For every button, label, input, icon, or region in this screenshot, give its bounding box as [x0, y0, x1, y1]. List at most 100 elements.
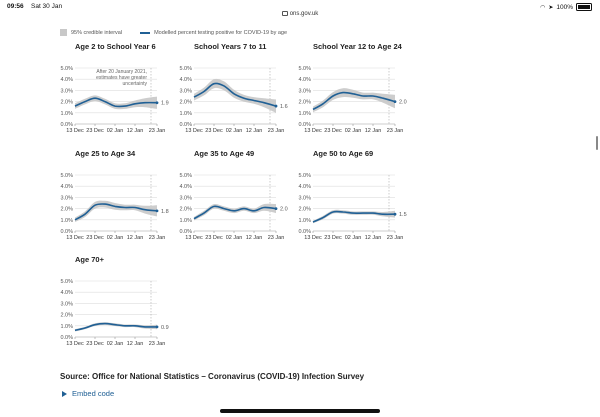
y-tick-label: 3.0%	[298, 88, 311, 94]
x-tick-label: 12 Jan	[365, 128, 382, 134]
x-tick-label: 23 Dec	[86, 128, 104, 134]
y-tick-label: 1.0%	[179, 111, 192, 117]
series-line	[193, 82, 277, 107]
end-value-label: 1.6	[280, 104, 288, 110]
series-line	[74, 322, 158, 332]
credible-interval-band	[194, 203, 276, 221]
end-value-label: 2.0	[399, 100, 407, 106]
x-tick-label: 02 Jan	[226, 128, 243, 134]
y-tick-label: 1.0%	[60, 218, 73, 224]
embed-code-toggle[interactable]: Embed code	[62, 389, 114, 398]
x-tick-label: 13 Dec	[66, 128, 84, 134]
chart-title: Age 2 to School Year 6	[75, 42, 156, 51]
chart-panel: Age 35 to Age 49 0.0% 1.0% 2.0% 3.0% 4.0% 5.0%…	[179, 149, 287, 241]
annotation-text: uncertainty	[123, 81, 148, 87]
x-tick-label: 23 Jan	[149, 235, 166, 241]
y-tick-label: 5.0%	[60, 66, 73, 72]
y-tick-label: 3.0%	[60, 88, 73, 94]
y-tick-label: 3.0%	[179, 88, 192, 94]
x-tick-label: 13 Dec	[185, 128, 203, 134]
y-tick-label: 0.0%	[179, 229, 192, 235]
x-tick-label: 23 Jan	[149, 341, 166, 347]
triangle-right-icon	[62, 390, 67, 397]
end-point	[155, 209, 159, 213]
end-value-label: 1.8	[161, 209, 169, 215]
x-tick-label: 12 Jan	[127, 235, 144, 241]
y-tick-label: 3.0%	[60, 195, 73, 201]
x-tick-label: 12 Jan	[127, 341, 144, 347]
end-value-label: 2.0	[280, 207, 288, 213]
x-tick-label: 13 Dec	[185, 235, 203, 241]
y-tick-label: 4.0%	[60, 77, 73, 83]
chart-title: School Year 12 to Age 24	[313, 42, 403, 51]
address-bar[interactable]: ons.gov.uk	[0, 11, 600, 17]
chart-panel: School Year 12 to Age 24 0.0% 1.0% 2.0% 3.0%…	[298, 42, 406, 134]
series-line	[312, 210, 396, 223]
chart-title: Age 35 to Age 49	[194, 149, 254, 158]
y-tick-label: 2.0%	[60, 313, 73, 319]
battery-percent: 100%	[556, 3, 573, 11]
wifi-icon: ◠	[540, 4, 546, 11]
series-line	[74, 203, 158, 221]
x-tick-label: 23 Jan	[387, 235, 404, 241]
chart-panel: Age 70+0.0%1.0%2.0%3.0%4.0%5.0%13 Dec 23 …	[60, 255, 168, 347]
legend-line-swatch	[140, 31, 151, 34]
y-tick-label: 0.0%	[179, 122, 192, 128]
y-tick-label: 2.0%	[298, 207, 311, 213]
chart-legend: 95% credible interval Modelled percent t…	[60, 29, 287, 36]
y-tick-label: 5.0%	[179, 66, 192, 72]
annotation-text: After 20 January 2021,	[96, 69, 147, 75]
end-point	[274, 104, 278, 108]
end-point	[274, 207, 278, 211]
small-multiples-charts: Age 2 to School Year 6 0.0% 1.0% 2.0% 3.0% 4.…	[60, 42, 407, 347]
end-point	[155, 325, 159, 329]
url-text: ons.gov.uk	[289, 11, 319, 18]
x-tick-label: 12 Jan	[127, 128, 144, 134]
x-tick-label: 23 Dec	[205, 128, 223, 134]
embed-code-label: Embed code	[72, 389, 115, 398]
chart-title: Age 70+	[75, 255, 105, 264]
status-date: Sat 30 Jan	[31, 3, 63, 10]
y-tick-label: 1.0%	[60, 111, 73, 117]
y-tick-label: 5.0%	[179, 173, 192, 179]
y-tick-label: 4.0%	[60, 184, 73, 190]
x-tick-label: 02 Jan	[107, 235, 124, 241]
y-tick-label: 1.0%	[298, 218, 311, 224]
y-tick-label: 4.0%	[60, 290, 73, 296]
credible-interval-band	[75, 200, 157, 222]
x-tick-label: 02 Jan	[345, 235, 362, 241]
scrollbar-thumb[interactable]	[596, 136, 598, 150]
x-tick-label: 02 Jan	[345, 128, 362, 134]
x-tick-label: 23 Dec	[86, 341, 104, 347]
x-tick-label: 12 Jan	[365, 235, 382, 241]
legend-interval-swatch	[60, 29, 67, 36]
x-tick-label: 23 Jan	[387, 128, 404, 134]
chart-panel: Age 25 to Age 34 0.0% 1.0% 2.0% 3.0% 4.0% 5.0%…	[60, 149, 168, 241]
series-line	[312, 91, 396, 111]
series-line	[193, 205, 277, 220]
y-tick-label: 0.0%	[298, 122, 311, 128]
series-line	[74, 97, 158, 108]
end-value-label: 1.5	[399, 212, 407, 218]
chart-title: Age 50 to Age 69	[313, 149, 373, 158]
x-tick-label: 13 Dec	[304, 235, 322, 241]
chart-title: School Years 7 to 11	[194, 42, 266, 51]
end-point	[155, 101, 159, 105]
x-tick-label: 13 Dec	[304, 128, 322, 134]
x-tick-label: 23 Jan	[268, 128, 285, 134]
x-tick-label: 12 Jan	[246, 128, 263, 134]
y-tick-label: 2.0%	[60, 100, 73, 106]
chart-panel: School Years 7 to 11 0.0% 1.0% 2.0% 3.0% 4.0%…	[179, 42, 287, 134]
home-indicator[interactable]	[220, 409, 380, 413]
status-time: 09:56	[7, 3, 24, 10]
chart-title: Age 25 to Age 34	[75, 149, 136, 158]
lock-icon	[281, 11, 288, 16]
source-note: Source: Office for National Statistics –…	[60, 372, 365, 381]
credible-interval-band	[313, 88, 395, 113]
y-tick-label: 5.0%	[298, 66, 311, 72]
y-tick-label: 3.0%	[298, 195, 311, 201]
x-tick-label: 02 Jan	[107, 128, 124, 134]
x-tick-label: 23 Jan	[268, 235, 285, 241]
x-tick-label: 12 Jan	[246, 235, 263, 241]
location-icon: ➤	[548, 4, 554, 11]
